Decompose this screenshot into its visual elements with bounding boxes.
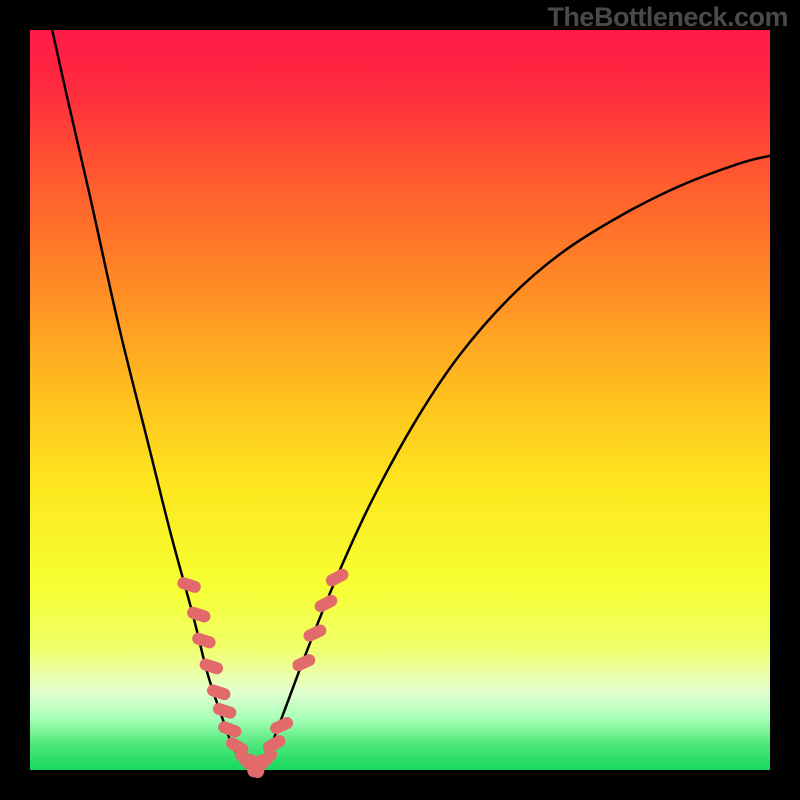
watermark-text: TheBottleneck.com xyxy=(547,2,788,33)
chart-canvas xyxy=(0,0,800,800)
bottleneck-chart: TheBottleneck.com xyxy=(0,0,800,800)
